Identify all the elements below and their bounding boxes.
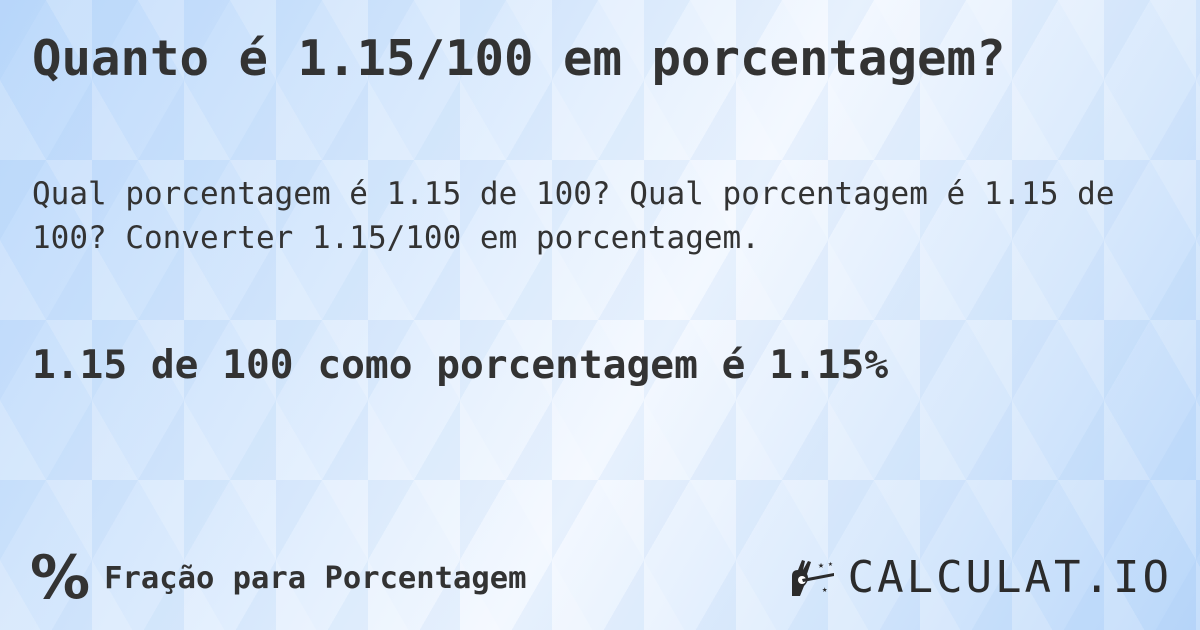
svg-text:★: ★ <box>818 560 824 571</box>
magic-hand-icon: ★ ★ ★ <box>791 559 834 596</box>
page-title: Quanto é 1.15/100 em porcentagem? <box>32 30 1006 87</box>
logo[interactable]: ★ ★ ★ CALCULAT.IO <box>788 556 1172 600</box>
result-text: 1.15 de 100 como porcentagem é 1.15% <box>32 342 889 388</box>
category-label: Fração para Porcentagem <box>104 560 527 596</box>
description: Qual porcentagem é 1.15 de 100? Qual por… <box>32 176 1115 256</box>
percent-icon: % <box>30 543 91 613</box>
logo-text: CALCULAT.IO <box>847 552 1172 603</box>
svg-text:★: ★ <box>822 585 828 595</box>
svg-text:★: ★ <box>828 559 833 568</box>
category-link[interactable]: % Fração para Porcentagem <box>30 548 526 608</box>
